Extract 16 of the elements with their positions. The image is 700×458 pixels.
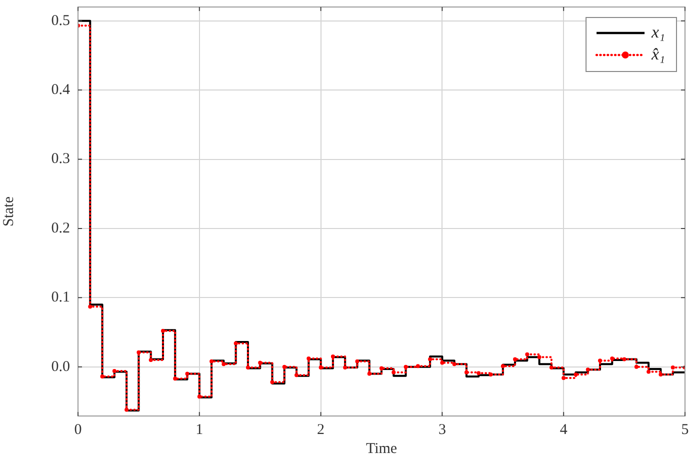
y-tick-label: 0.5 [51, 12, 70, 29]
x-tick-label: 4 [560, 422, 568, 438]
y-tick-label: 0.1 [51, 290, 70, 306]
y-tick-label: 0.3 [51, 151, 70, 168]
x-tick-label: 1 [196, 422, 204, 438]
x-tick-label: 2 [317, 422, 325, 438]
legend-label: x̂₁ [650, 44, 666, 64]
x-tick-label: 3 [438, 422, 446, 438]
y-axis-title: State [0, 196, 17, 226]
legend-label: x₁ [650, 22, 666, 42]
y-tick-label: 0.2 [51, 220, 70, 236]
x-tick-label: 5 [681, 422, 689, 438]
y-tick-label: 0.4 [51, 82, 70, 98]
x-tick-label: 0 [74, 422, 82, 438]
y-tick-label: 0.0 [51, 358, 70, 375]
x-axis-title: Time [366, 440, 398, 457]
